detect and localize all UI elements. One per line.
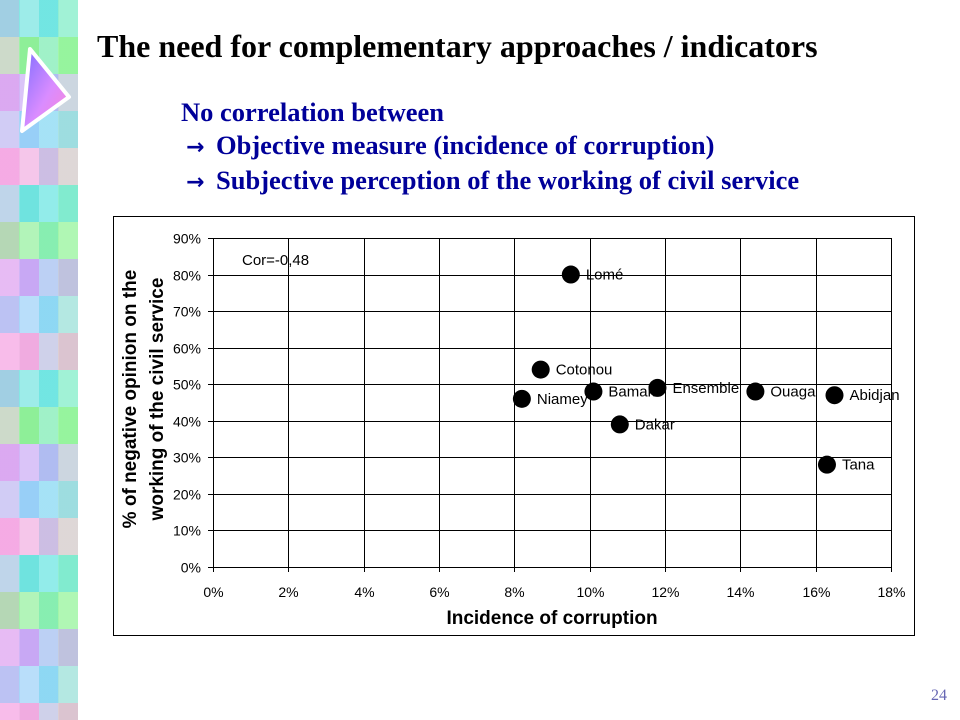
y-tick-label: 50% — [173, 377, 201, 393]
y-tick-label: 10% — [173, 523, 201, 539]
x-tick-label: 12% — [651, 584, 679, 600]
y-tick-label: 40% — [173, 414, 201, 430]
point-label: Abidjan — [850, 387, 900, 404]
bullet-text: Objective measure (incidence of corrupti… — [216, 129, 715, 160]
chart-svg: 0% 10% 20% 30% 40% 50% 60% 70% 80% 90% 0% 2% 4% 6% 8% 1… — [113, 216, 915, 636]
x-tick-label: 4% — [354, 584, 374, 600]
point-label: Lomé — [586, 267, 624, 284]
x-tick-label: 10% — [576, 584, 604, 600]
triangle-logo — [20, 47, 71, 133]
intro-text: No correlation between — [181, 97, 444, 127]
x-tick-label: 6% — [429, 584, 449, 600]
x-axis-label: Incidence of corruption — [446, 608, 657, 629]
point-label: Ouaga — [770, 384, 816, 401]
triangle-shape — [20, 47, 71, 133]
x-tick-label: 2% — [278, 584, 298, 600]
page-number: 24 — [931, 687, 947, 704]
y-tick-label: 80% — [173, 268, 201, 284]
y-tick-label: 0% — [181, 560, 201, 576]
x-tick-label: 0% — [203, 584, 223, 600]
data-point — [584, 382, 603, 401]
y-tick-label: 20% — [173, 487, 201, 503]
x-tick-label: 8% — [504, 584, 524, 600]
y-tick-label: 60% — [173, 341, 201, 357]
data-point — [561, 265, 580, 284]
y-tick-label: 70% — [173, 304, 201, 320]
point-label: Cotonou — [556, 362, 613, 379]
scatter-chart: 0% 10% 20% 30% 40% 50% 60% 70% 80% 90% 0% 2% 4% 6% 8% 1… — [113, 216, 915, 636]
data-point — [512, 389, 531, 408]
bullet-item: → Objective measure (incidence of corrupt… — [181, 129, 799, 165]
point-label: Dakar — [635, 416, 675, 433]
data-point — [531, 360, 550, 379]
y-tick-label: 90% — [173, 231, 201, 247]
arrow-bullet-icon: → — [186, 170, 205, 195]
x-tick-label: 14% — [726, 584, 754, 600]
gridlines — [208, 238, 892, 572]
data-point — [746, 382, 765, 401]
x-tick-label: 16% — [802, 584, 830, 600]
point-label: Ensemble — [672, 380, 739, 397]
y-tick-label: 30% — [173, 450, 201, 466]
data-point — [825, 386, 844, 405]
correlation-annotation: Cor=-0,48 — [242, 252, 309, 269]
bullet-item: → Subjective perception of the working of… — [181, 164, 799, 200]
x-tick-label: 18% — [877, 584, 905, 600]
bullet-text: Subjective perception of the working of … — [216, 165, 800, 195]
point-label: Tana — [842, 457, 875, 474]
y-axis-label: % of negative opinion on the working of … — [119, 269, 168, 529]
data-point — [648, 378, 667, 397]
arrow-bullet-icon: → — [186, 134, 205, 160]
data-point — [817, 455, 836, 474]
slide-title: The need for complementary approaches / … — [97, 28, 818, 64]
subtitle-block: No correlation between → Objective measur… — [181, 96, 799, 200]
data-point — [610, 415, 629, 434]
point-label: Niamey — [537, 391, 588, 408]
